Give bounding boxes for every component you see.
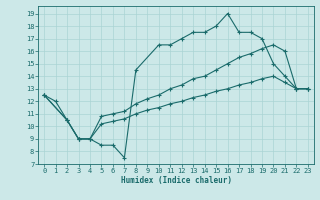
X-axis label: Humidex (Indice chaleur): Humidex (Indice chaleur) xyxy=(121,176,231,185)
